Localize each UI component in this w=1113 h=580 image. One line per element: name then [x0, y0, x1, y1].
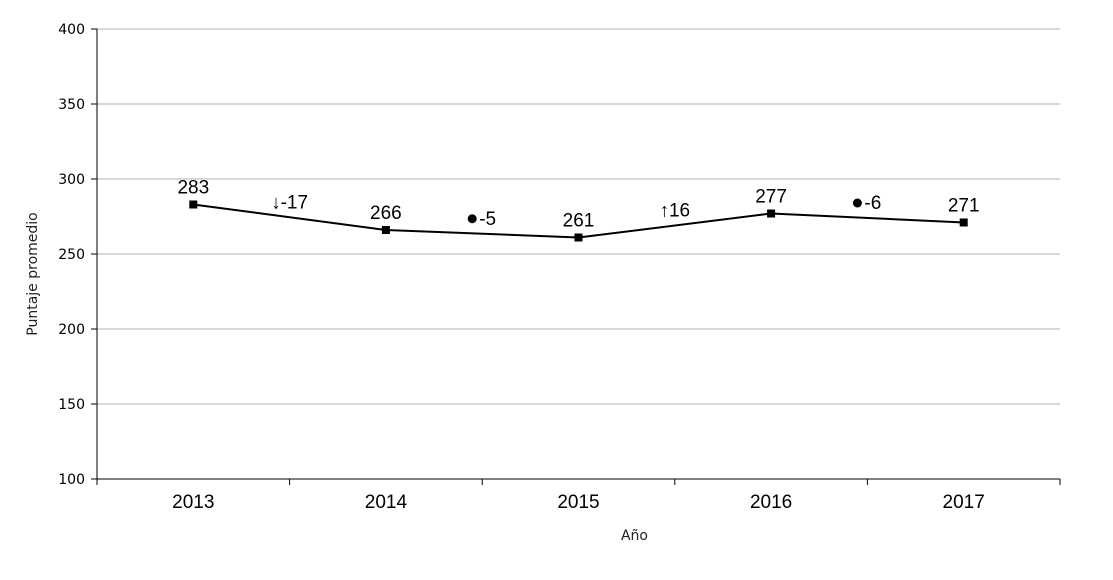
data-label: 277	[755, 187, 787, 208]
change-label: -6	[864, 193, 881, 214]
data-point-marker	[959, 218, 968, 227]
x-tick-label: 2015	[557, 492, 599, 513]
data-label: 266	[370, 203, 402, 224]
x-tick-label: 2017	[943, 492, 985, 513]
data-label: 271	[948, 196, 980, 217]
y-tick-label: 400	[58, 22, 85, 38]
change-label: ↑16	[659, 201, 690, 222]
x-tick-label: 2013	[172, 492, 214, 513]
data-point-marker	[767, 209, 776, 218]
data-labels: 283 266 261 277 271	[177, 178, 979, 232]
change-label: -5	[479, 209, 496, 230]
y-tick-label: 350	[58, 97, 85, 113]
data-point-marker	[381, 226, 390, 234]
y-tick-label: 250	[58, 247, 85, 263]
gridlines	[97, 28, 1060, 405]
data-label: 261	[563, 211, 595, 232]
change-annotations: ↓-17 -5 ↑16 -6	[271, 192, 881, 230]
data-point-marker	[189, 200, 198, 209]
series-line	[189, 200, 968, 242]
x-tick-label: 2016	[750, 492, 792, 513]
y-tick-label: 150	[58, 397, 85, 413]
y-tick-label: 200	[58, 322, 85, 338]
y-tick-label: 100	[58, 472, 85, 488]
change-label: ↓-17	[271, 192, 308, 213]
y-axis-title: Puntaje promedio	[25, 212, 41, 335]
data-label: 283	[177, 178, 209, 199]
y-tick-labels: 100 150 200 250 300 350 400	[58, 22, 97, 488]
no-change-dot-icon	[852, 198, 862, 208]
data-point-marker	[574, 233, 583, 242]
x-tick-labels: 2013 2014 2015 2016 2017	[96, 479, 1061, 513]
x-axis-title: Año	[621, 528, 648, 544]
no-change-dot-icon	[467, 214, 477, 224]
x-tick-label: 2014	[365, 492, 408, 513]
y-tick-label: 300	[58, 172, 85, 188]
